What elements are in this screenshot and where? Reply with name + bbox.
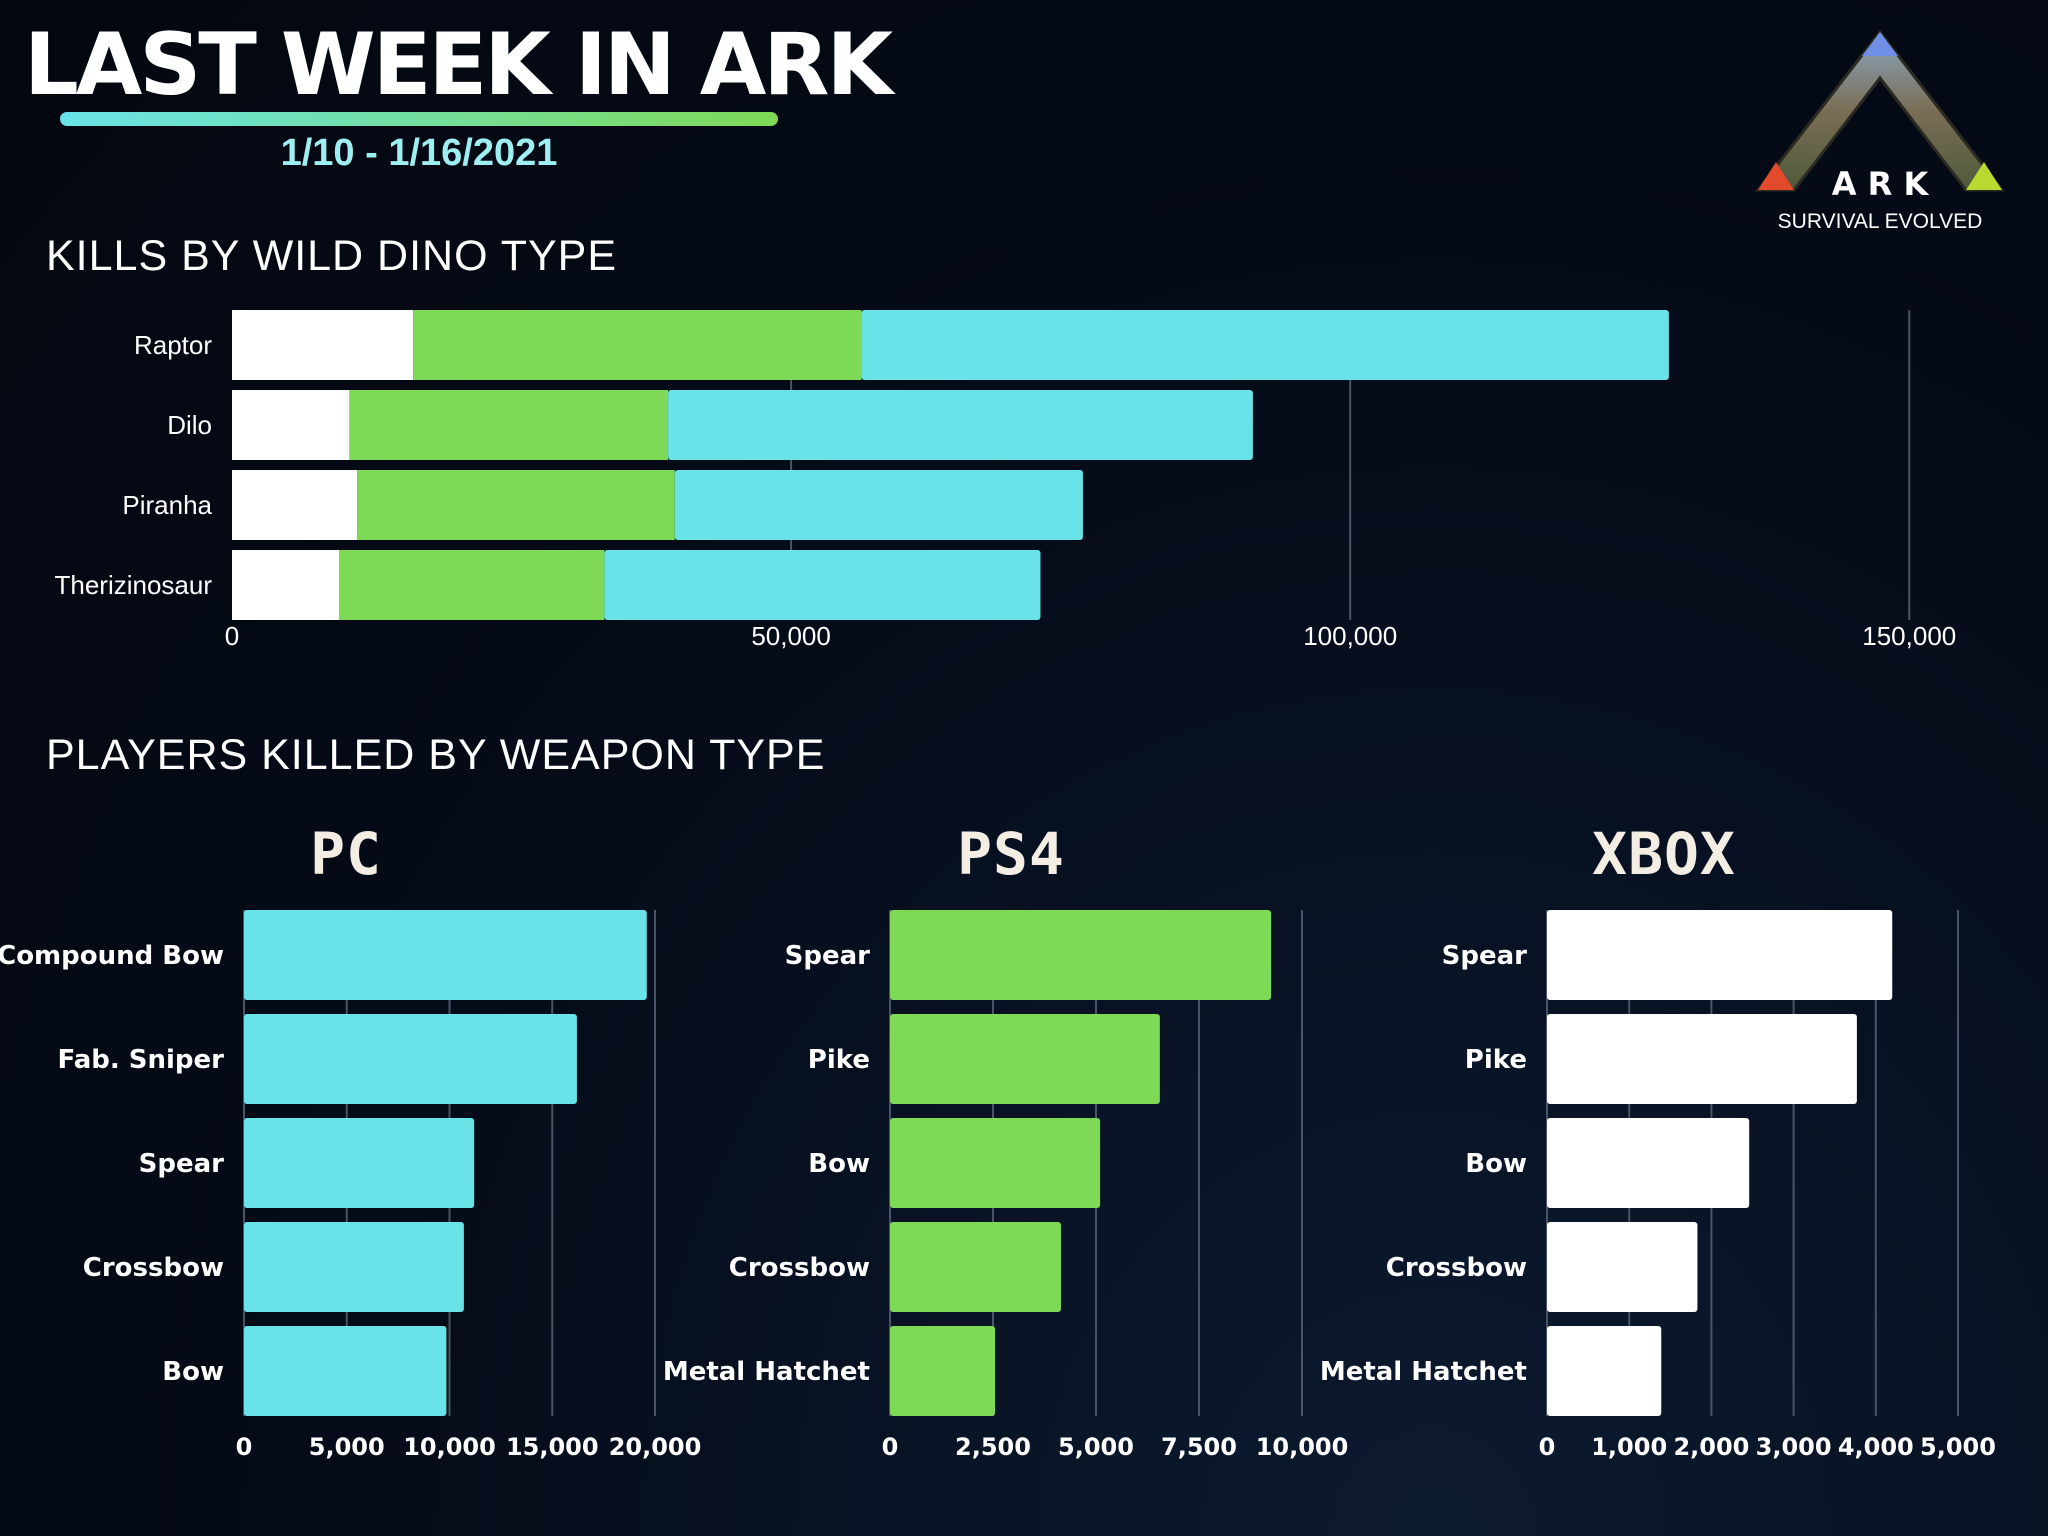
dino-bar-dilo xyxy=(668,390,1253,460)
pc-tick-label: 10,000 xyxy=(403,1433,496,1461)
title-underline xyxy=(60,112,778,126)
ps4-bar-spear xyxy=(890,910,1272,1000)
dino-category-label: Piranha xyxy=(122,490,212,520)
xbox-tick-label: 2,000 xyxy=(1673,1433,1749,1461)
pc-category-label: Compound Bow xyxy=(0,941,224,971)
xbox-category-label: Metal Hatchet xyxy=(1320,1357,1527,1387)
xbox-tick-label: 1,000 xyxy=(1591,1433,1667,1461)
pc-category-label: Spear xyxy=(139,1149,225,1179)
dino-bar-piranha xyxy=(357,470,675,540)
pc-category-label: Crossbow xyxy=(83,1253,224,1283)
pc-tick-label: 0 xyxy=(236,1433,253,1461)
pc-bar-bow xyxy=(244,1326,447,1416)
ps4-category-label: Crossbow xyxy=(729,1253,870,1283)
dino-bar-therizinosaur xyxy=(339,550,605,620)
ps4-platform-title: PS4 xyxy=(957,820,1065,888)
pc-tick-label: 5,000 xyxy=(309,1433,385,1461)
xbox-bar-pike xyxy=(1547,1014,1857,1104)
xbox-category-label: Bow xyxy=(1465,1149,1527,1179)
pc-bar-compound-bow xyxy=(244,910,647,1000)
ps4-bar-bow xyxy=(890,1118,1101,1208)
pc-bar-crossbow xyxy=(244,1222,464,1312)
ps4-tick-label: 2,500 xyxy=(955,1433,1031,1461)
pc-weapon-chart: 0 5,000 10,000 15,000 20,000 Compound Bow Fab.… xyxy=(0,910,702,1461)
page-title: LAST WEEK IN ARK xyxy=(24,15,893,115)
dino-bar-therizinosaur xyxy=(232,550,340,620)
ps4-bar-metal-hatchet xyxy=(890,1326,996,1416)
dino-category-label: Dilo xyxy=(167,410,212,440)
dino-category-label: Raptor xyxy=(134,330,212,360)
xbox-bar-bow xyxy=(1547,1118,1750,1208)
logo-subtitle: SURVIVAL EVOLVED xyxy=(1777,210,1983,233)
logo-wordmark: A R K xyxy=(1832,165,1930,203)
dino-bar-piranha xyxy=(674,470,1083,540)
xbox-weapon-chart: 0 1,000 2,000 3,000 4,000 5,000 Spear Pike Bow Cr… xyxy=(1320,910,1996,1461)
ps4-category-label: Pike xyxy=(808,1045,870,1075)
xbox-bar-metal-hatchet xyxy=(1547,1326,1662,1416)
xbox-bar-spear xyxy=(1547,910,1893,1000)
ps4-tick-label: 7,500 xyxy=(1161,1433,1237,1461)
dino-bar-therizinosaur xyxy=(604,550,1041,620)
pc-platform-title: PC xyxy=(310,820,382,888)
xbox-category-label: Crossbow xyxy=(1386,1253,1527,1283)
xbox-bar-crossbow xyxy=(1547,1222,1698,1312)
ps4-category-label: Metal Hatchet xyxy=(663,1357,870,1387)
dino-tick-label: 0 xyxy=(225,621,239,651)
xbox-platform-title: XBOX xyxy=(1592,820,1736,888)
dino-kills-chart: 0 50,000 100,000 150,000 Raptor Dilo Piranha Th… xyxy=(54,310,1956,651)
dino-bar-raptor xyxy=(861,310,1669,380)
xbox-tick-label: 0 xyxy=(1539,1433,1556,1461)
xbox-category-label: Pike xyxy=(1465,1045,1527,1075)
dino-bar-raptor xyxy=(232,310,414,380)
ps4-tick-label: 10,000 xyxy=(1256,1433,1349,1461)
dino-tick-label: 150,000 xyxy=(1862,621,1956,651)
ps4-category-label: Spear xyxy=(785,941,871,971)
pc-tick-label: 15,000 xyxy=(506,1433,599,1461)
ps4-bar-crossbow xyxy=(890,1222,1061,1312)
xbox-tick-label: 3,000 xyxy=(1756,1433,1832,1461)
ps4-category-label: Bow xyxy=(808,1149,870,1179)
dino-category-label: Therizinosaur xyxy=(54,570,212,600)
dino-tick-label: 50,000 xyxy=(751,621,831,651)
ps4-tick-label: 5,000 xyxy=(1058,1433,1134,1461)
ps4-weapon-chart: 0 2,500 5,000 7,500 10,000 Spear Pike Bow Crossb… xyxy=(663,910,1349,1461)
dino-bar-dilo xyxy=(232,390,350,460)
pc-tick-label: 20,000 xyxy=(609,1433,702,1461)
xbox-tick-label: 4,000 xyxy=(1838,1433,1914,1461)
xbox-category-label: Spear xyxy=(1442,941,1528,971)
dino-tick-label: 100,000 xyxy=(1303,621,1397,651)
weapon-section-title: PLAYERS KILLED BY WEAPON TYPE xyxy=(46,731,826,779)
pc-category-label: Fab. Sniper xyxy=(57,1045,224,1075)
pc-bar-spear xyxy=(244,1118,475,1208)
xbox-tick-label: 5,000 xyxy=(1920,1433,1996,1461)
ps4-tick-label: 0 xyxy=(882,1433,899,1461)
dino-bar-piranha xyxy=(232,470,358,540)
dino-section-title: KILLS BY WILD DINO TYPE xyxy=(46,232,618,280)
dino-bar-raptor xyxy=(413,310,862,380)
pc-bar-fab-sniper xyxy=(244,1014,577,1104)
ark-logo-icon: A R K xyxy=(1754,29,2006,203)
date-range: 1/10 - 1/16/2021 xyxy=(280,132,558,174)
dino-bar-dilo xyxy=(349,390,669,460)
ps4-bar-pike xyxy=(890,1014,1160,1104)
pc-category-label: Bow xyxy=(162,1357,224,1387)
